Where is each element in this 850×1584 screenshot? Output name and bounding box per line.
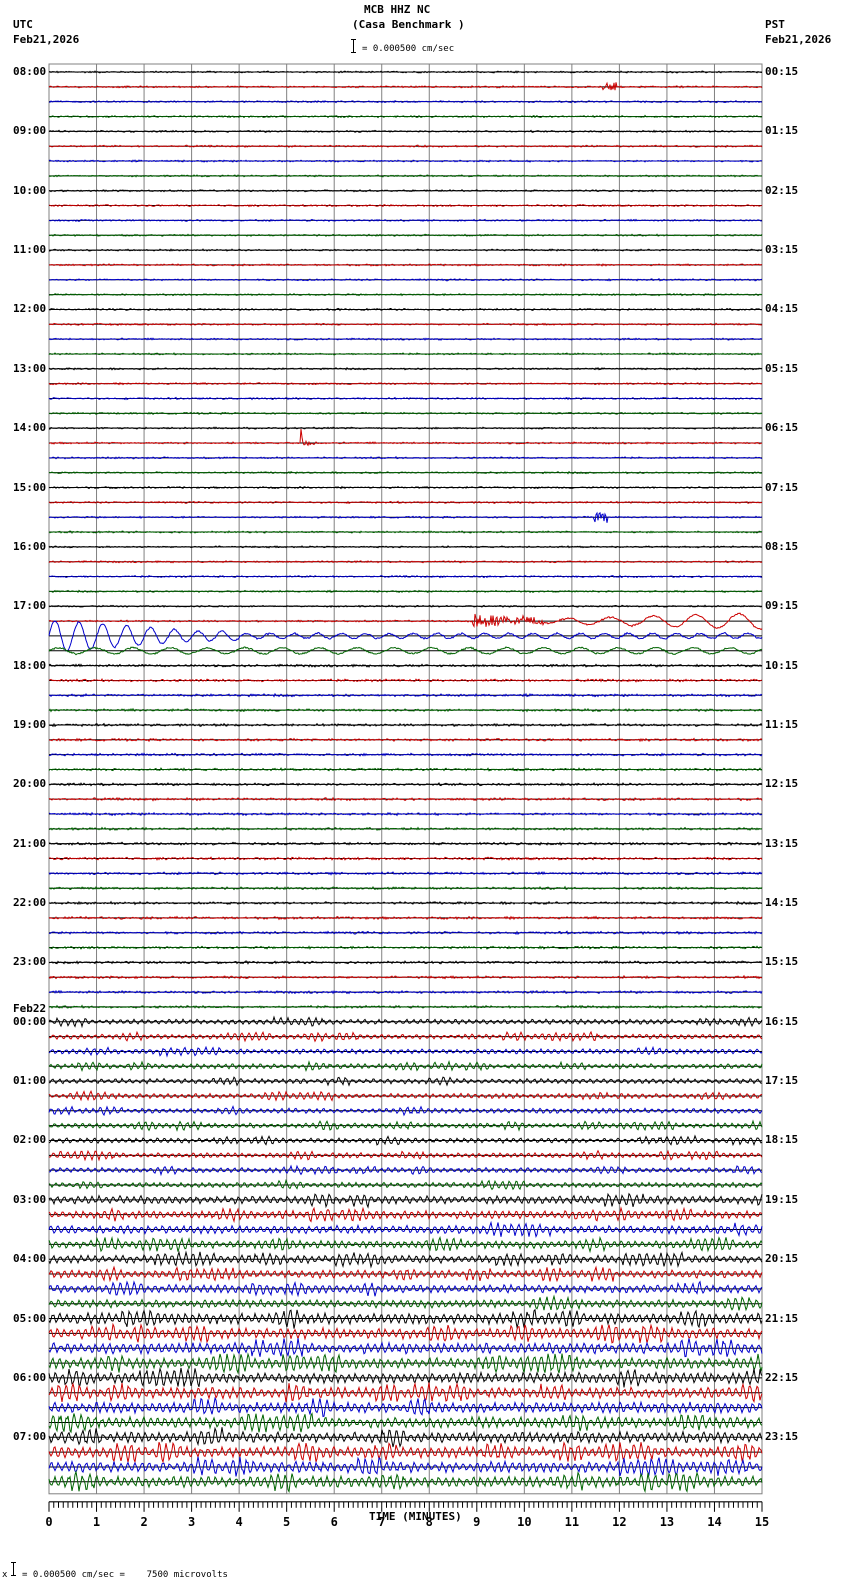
pst-hour-label: 07:15: [765, 480, 799, 494]
utc-hour-label: 20:00: [13, 777, 47, 791]
utc-hour-label: 07:00: [13, 1430, 47, 1444]
utc-hour-label: 21:00: [13, 836, 47, 850]
pst-hour-label: 00:15: [765, 65, 799, 78]
pst-hour-label: 11:15: [765, 717, 799, 731]
svg-text:10: 10: [517, 1515, 531, 1529]
pst-hour-label: 19:15: [765, 1192, 799, 1206]
pst-hour-label: 18:15: [765, 1133, 799, 1147]
svg-text:15: 15: [755, 1515, 769, 1529]
pst-hour-label: 16:15: [765, 1014, 799, 1028]
svg-text:5: 5: [283, 1515, 290, 1529]
pst-hour-label: 02:15: [765, 183, 799, 197]
x-axis-label: TIME (MINUTES): [369, 1510, 462, 1523]
utc-hour-label: 16:00: [13, 539, 47, 553]
utc-hour-label: 13:00: [13, 361, 47, 375]
pst-hour-label: 03:15: [765, 243, 799, 257]
utc-hour-label: 08:00: [13, 65, 47, 78]
utc-hour-label: 11:00: [13, 243, 47, 257]
svg-text:0: 0: [45, 1515, 52, 1529]
svg-text:6: 6: [331, 1515, 338, 1529]
utc-hour-label: 04:00: [13, 1252, 47, 1266]
station-title: MCB HHZ NC: [364, 3, 431, 16]
calibration-bar-icon: [11, 1562, 19, 1576]
svg-text:1: 1: [93, 1515, 100, 1529]
pst-hour-label: 08:15: [765, 539, 799, 553]
pst-hour-label: 12:15: [765, 777, 799, 791]
utc-hour-label: 12:00: [13, 302, 47, 316]
svg-text:13: 13: [660, 1515, 674, 1529]
svg-text:4: 4: [236, 1515, 243, 1529]
utc-hour-label: 17:00: [13, 599, 47, 613]
utc-hour-label: 01:00: [13, 1074, 47, 1088]
pst-hour-label: 22:15: [765, 1370, 799, 1384]
svg-text:9: 9: [473, 1515, 480, 1529]
pst-hour-label: 01:15: [765, 124, 799, 138]
pst-hour-label: 09:15: [765, 599, 799, 613]
pst-hour-label: 10:15: [765, 658, 799, 672]
utc-hour-label: 19:00: [13, 717, 47, 731]
right-date: Feb21,2026: [765, 33, 832, 46]
pst-hour-label: 15:15: [765, 955, 799, 969]
svg-text:2: 2: [140, 1515, 147, 1529]
utc-hour-label: 03:00: [13, 1192, 47, 1206]
pst-hour-label: 21:15: [765, 1311, 799, 1325]
date-change-label: Feb22: [13, 1002, 47, 1015]
pst-hour-label: 14:15: [765, 896, 799, 910]
pst-hour-label: 04:15: [765, 302, 799, 316]
utc-hour-label: 23:00: [13, 955, 47, 969]
svg-text:12: 12: [612, 1515, 626, 1529]
pst-hour-label: 20:15: [765, 1252, 799, 1266]
pst-hour-label: 17:15: [765, 1074, 799, 1088]
cal-prefix: x: [2, 1570, 8, 1580]
utc-hour-label: 06:00: [13, 1370, 47, 1384]
svg-text:3: 3: [188, 1515, 195, 1529]
utc-hour-label: 02:00: [13, 1133, 47, 1147]
svg-text:11: 11: [565, 1515, 579, 1529]
right-timezone: PST: [765, 18, 785, 31]
scale-text: = 0.000500 cm/sec: [362, 44, 455, 54]
svg-text:8: 8: [426, 1515, 433, 1529]
left-date: Feb21,2026: [13, 33, 80, 46]
utc-hour-label: 10:00: [13, 183, 47, 197]
svg-text:7: 7: [378, 1515, 385, 1529]
pst-hour-label: 13:15: [765, 836, 799, 850]
utc-hour-label: 09:00: [13, 124, 47, 138]
utc-hour-label: 00:00: [13, 1014, 47, 1028]
utc-hour-label: 05:00: [13, 1311, 47, 1325]
site-name: (Casa Benchmark ): [352, 18, 465, 31]
calibration-text: = 0.000500 cm/sec = 7500 microvolts: [22, 1570, 228, 1580]
utc-hour-label: 14:00: [13, 421, 47, 435]
left-timezone: UTC: [13, 18, 33, 31]
scale-bar-icon: [351, 39, 359, 53]
utc-hour-label: 22:00: [13, 896, 47, 910]
pst-hour-label: 05:15: [765, 361, 799, 375]
utc-hour-label: 18:00: [13, 658, 47, 672]
pst-hour-label: 23:15: [765, 1430, 799, 1444]
svg-text:14: 14: [707, 1515, 721, 1529]
pst-hour-label: 06:15: [765, 421, 799, 435]
utc-hour-label: 15:00: [13, 480, 47, 494]
